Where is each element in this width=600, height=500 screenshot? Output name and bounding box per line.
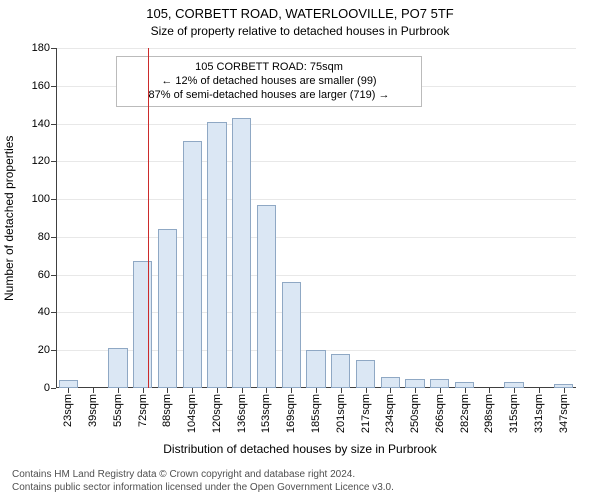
- y-tick-mark: [51, 48, 56, 49]
- x-tick-mark: [217, 388, 218, 393]
- histogram-bar: [183, 141, 202, 388]
- annotation-line: 105 CORBETT ROAD: 75sqm: [125, 61, 413, 75]
- y-tick-label: 20: [38, 344, 50, 356]
- x-tick-mark: [465, 388, 466, 393]
- histogram-bar: [306, 350, 325, 388]
- x-tick-mark: [415, 388, 416, 393]
- x-tick-mark: [93, 388, 94, 393]
- y-tick-label: 140: [32, 118, 50, 130]
- x-tick-label: 136sqm: [236, 394, 248, 433]
- histogram-bar: [381, 377, 400, 388]
- marker-line: [148, 48, 149, 388]
- y-tick-mark: [51, 199, 56, 200]
- x-tick-mark: [514, 388, 515, 393]
- x-tick-label: 153sqm: [260, 394, 272, 433]
- x-tick-label: 266sqm: [434, 394, 446, 433]
- y-tick-mark: [51, 312, 56, 313]
- y-tick-label: 180: [32, 42, 50, 54]
- chart-subtitle: Size of property relative to detached ho…: [0, 24, 600, 38]
- x-axis-label: Distribution of detached houses by size …: [0, 442, 600, 456]
- x-tick-mark: [167, 388, 168, 393]
- x-tick-mark: [539, 388, 540, 393]
- x-tick-label: 104sqm: [186, 394, 198, 433]
- histogram-bar: [59, 380, 78, 388]
- y-axis-label: Number of detached properties: [2, 135, 16, 300]
- x-tick-label: 39sqm: [87, 394, 99, 427]
- y-tick-mark: [51, 388, 56, 389]
- x-tick-mark: [341, 388, 342, 393]
- y-tick-mark: [51, 275, 56, 276]
- x-tick-mark: [489, 388, 490, 393]
- y-tick-label: 100: [32, 193, 50, 205]
- x-tick-label: 120sqm: [211, 394, 223, 433]
- x-tick-mark: [118, 388, 119, 393]
- annotation-line: ← 12% of detached houses are smaller (99…: [125, 75, 413, 89]
- histogram-bar: [207, 122, 226, 388]
- footer-line: Contains public sector information licen…: [12, 482, 394, 495]
- y-tick-label: 80: [38, 231, 50, 243]
- histogram-bar: [158, 229, 177, 388]
- histogram-bar: [108, 348, 127, 388]
- histogram-bar: [232, 118, 251, 388]
- x-tick-label: 298sqm: [483, 394, 495, 433]
- histogram-bar: [430, 379, 449, 388]
- histogram-bar: [133, 261, 152, 388]
- x-tick-mark: [390, 388, 391, 393]
- annotation-box: 105 CORBETT ROAD: 75sqm ← 12% of detache…: [116, 56, 422, 107]
- y-tick-label: 160: [32, 80, 50, 92]
- x-tick-label: 185sqm: [310, 394, 322, 433]
- x-tick-mark: [366, 388, 367, 393]
- x-tick-label: 250sqm: [409, 394, 421, 433]
- y-tick-label: 0: [44, 382, 50, 394]
- x-tick-mark: [440, 388, 441, 393]
- annotation-line: 87% of semi-detached houses are larger (…: [125, 89, 413, 103]
- x-tick-label: 331sqm: [533, 394, 545, 433]
- x-tick-label: 72sqm: [137, 394, 149, 427]
- x-tick-mark: [316, 388, 317, 393]
- footer: Contains HM Land Registry data © Crown c…: [12, 469, 394, 494]
- y-tick-label: 60: [38, 269, 50, 281]
- x-tick-mark: [564, 388, 565, 393]
- y-tick-mark: [51, 237, 56, 238]
- histogram-bar: [405, 379, 424, 388]
- x-tick-label: 217sqm: [360, 394, 372, 433]
- x-tick-label: 315sqm: [508, 394, 520, 433]
- x-tick-mark: [291, 388, 292, 393]
- y-tick-label: 40: [38, 306, 50, 318]
- y-tick-mark: [51, 350, 56, 351]
- y-tick-mark: [51, 86, 56, 87]
- histogram-plot: 105 CORBETT ROAD: 75sqm ← 12% of detache…: [56, 48, 576, 388]
- x-tick-mark: [68, 388, 69, 393]
- x-tick-label: 55sqm: [112, 394, 124, 427]
- x-tick-mark: [242, 388, 243, 393]
- y-tick-mark: [51, 161, 56, 162]
- x-tick-label: 169sqm: [285, 394, 297, 433]
- histogram-bar: [356, 360, 375, 388]
- y-tick-mark: [51, 124, 56, 125]
- x-tick-label: 88sqm: [161, 394, 173, 427]
- x-tick-label: 23sqm: [62, 394, 74, 427]
- x-tick-label: 201sqm: [335, 394, 347, 433]
- histogram-bar: [282, 282, 301, 388]
- footer-line: Contains HM Land Registry data © Crown c…: [12, 469, 394, 482]
- histogram-bar: [331, 354, 350, 388]
- x-tick-label: 347sqm: [558, 394, 570, 433]
- x-tick-mark: [192, 388, 193, 393]
- histogram-bar: [257, 205, 276, 388]
- x-tick-label: 234sqm: [384, 394, 396, 433]
- x-tick-label: 282sqm: [459, 394, 471, 433]
- y-tick-label: 120: [32, 155, 50, 167]
- x-tick-mark: [143, 388, 144, 393]
- x-tick-mark: [266, 388, 267, 393]
- chart-title: 105, CORBETT ROAD, WATERLOOVILLE, PO7 5T…: [0, 6, 600, 21]
